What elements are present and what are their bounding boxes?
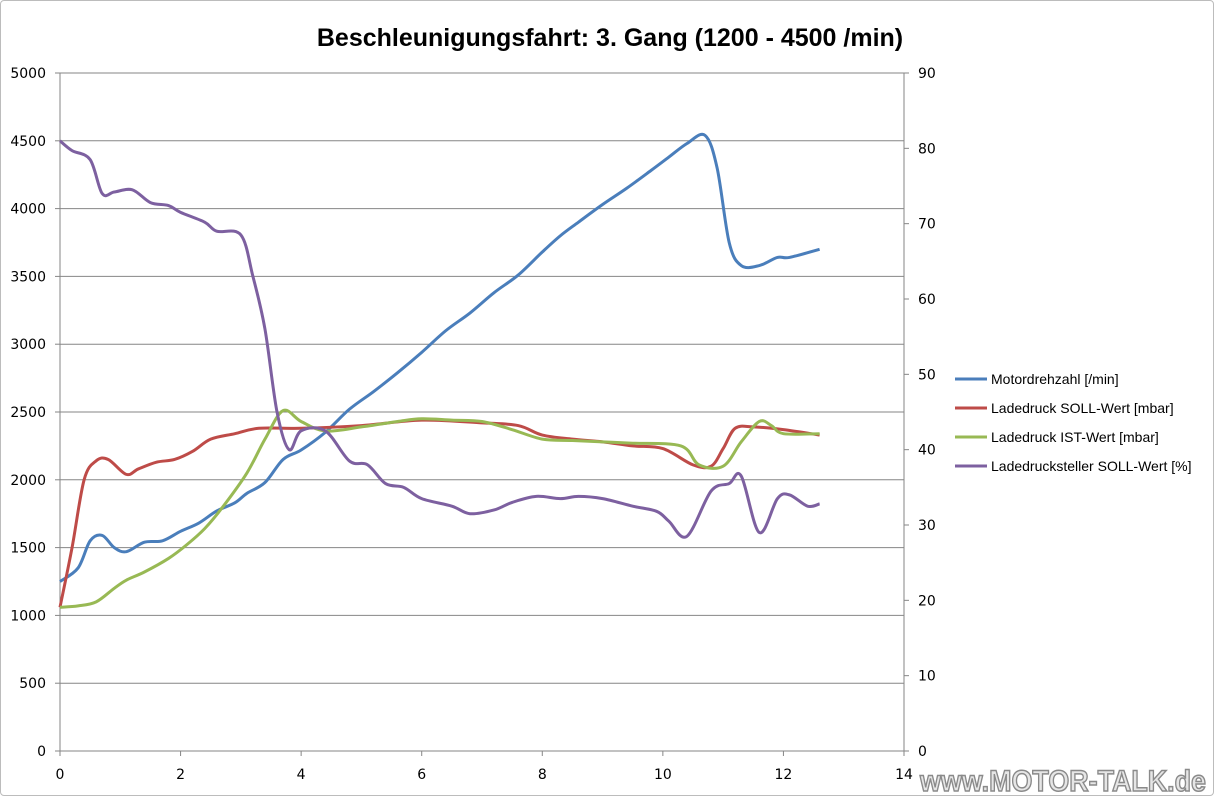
y-tick-label: 2500 bbox=[10, 405, 46, 421]
x-tick-label: 6 bbox=[417, 767, 426, 783]
series-line-ladedruck-ist-wert-mbar bbox=[59, 408, 820, 609]
y2-tick-label: 0 bbox=[918, 744, 927, 760]
x-tick-label: 8 bbox=[538, 767, 547, 783]
watermark-logo: www.MOTOR-TALK.de bbox=[919, 765, 1206, 798]
y-tick-label: 1000 bbox=[10, 608, 46, 624]
y2-tick-label: 60 bbox=[918, 292, 936, 308]
legend-label: Motordrehzahl [/min] bbox=[991, 371, 1119, 387]
y-tick-label: 500 bbox=[19, 676, 46, 692]
legend-label: Ladedruck SOLL-Wert [mbar] bbox=[991, 400, 1174, 416]
y-tick-label: 1500 bbox=[10, 541, 46, 557]
y-tick-label: 4000 bbox=[10, 202, 46, 218]
x-tick-label: 10 bbox=[654, 767, 672, 783]
legend-label: Ladedruck IST-Wert [mbar] bbox=[991, 429, 1159, 445]
y2-tick-label: 50 bbox=[918, 367, 936, 383]
y-tick-label: 2000 bbox=[10, 473, 46, 489]
legend-label: Ladedrucksteller SOLL-Wert [%] bbox=[991, 458, 1192, 474]
series-line-ladedrucksteller-soll-wert bbox=[59, 139, 821, 539]
y-tick-label: 4500 bbox=[10, 134, 46, 150]
x-tick-label: 4 bbox=[297, 767, 306, 783]
y2-tick-label: 20 bbox=[918, 593, 936, 609]
y2-tick-label: 10 bbox=[918, 669, 936, 685]
series-line-ladedruck-soll-wert-mbar bbox=[58, 418, 820, 608]
x-tick-label: 14 bbox=[895, 767, 913, 783]
y2-tick-label: 30 bbox=[918, 518, 936, 534]
x-tick-label: 2 bbox=[176, 767, 185, 783]
y-tick-label: 3500 bbox=[10, 269, 46, 285]
y-tick-label: 3000 bbox=[10, 337, 46, 353]
x-tick-label: 0 bbox=[56, 767, 65, 783]
y-tick-label: 0 bbox=[37, 744, 46, 760]
x-tick-label: 12 bbox=[775, 767, 793, 783]
series-line-motordrehzahl-min bbox=[59, 132, 820, 583]
chart-title: Beschleunigungsfahrt: 3. Gang (1200 - 45… bbox=[317, 24, 903, 52]
y2-tick-label: 80 bbox=[918, 141, 936, 157]
y2-tick-label: 90 bbox=[918, 66, 936, 82]
y-tick-label: 5000 bbox=[10, 66, 46, 82]
y2-tick-label: 40 bbox=[918, 443, 936, 459]
y2-tick-label: 70 bbox=[918, 217, 936, 233]
